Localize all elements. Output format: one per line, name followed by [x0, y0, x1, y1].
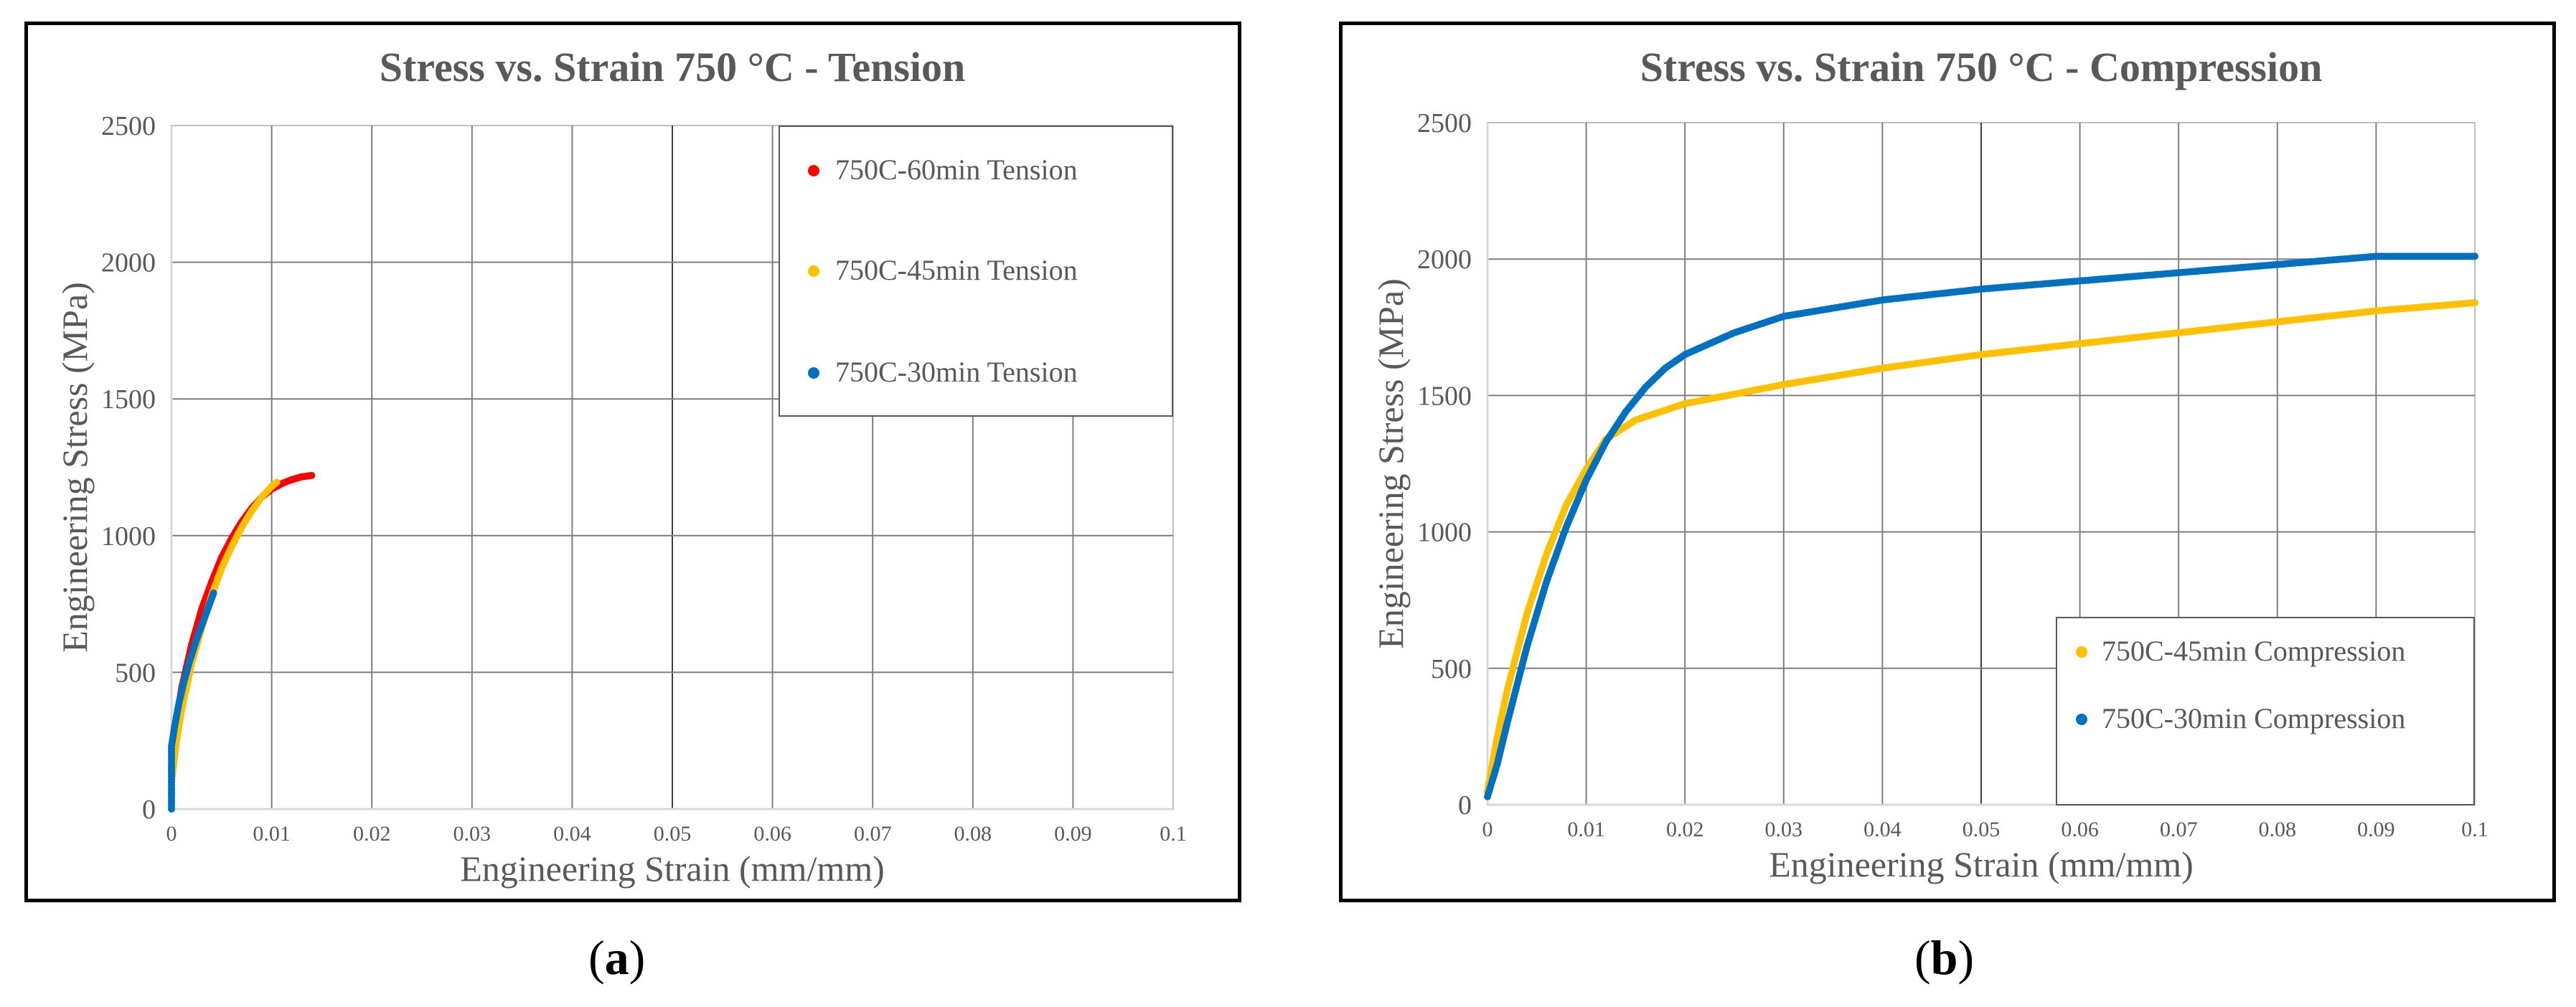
chartb-ylabel: Engineering Stress (MPa) [1371, 278, 1411, 649]
charta-ytick-label: 1500 [101, 384, 156, 415]
chartb-legend-label: 750C-45min Compression [2102, 635, 2405, 667]
charta-title: Stress vs. Strain 750 °C - Tension [380, 44, 966, 90]
caption-a-close: ) [629, 930, 646, 985]
charta-legend-label: 750C-45min Tension [835, 254, 1078, 286]
chartb-xtick-label: 0.06 [2061, 818, 2099, 841]
caption-a: (a) [588, 930, 645, 986]
caption-b-open: ( [1914, 930, 1931, 985]
charta-xtick-label: 0.1 [1160, 822, 1187, 846]
chartb-ytick-label: 2500 [1417, 108, 1472, 138]
chartb-ytick-label: 1000 [1417, 518, 1472, 548]
data-point [308, 471, 316, 479]
chartb-ytick-label: 2000 [1417, 245, 1472, 275]
chartb-xtick-label: 0.07 [2160, 818, 2198, 841]
charta-legend-box [779, 126, 1173, 417]
chartb-xtick-label: 0.09 [2357, 818, 2395, 841]
chartb-legend-box [2056, 617, 2475, 805]
charta-legend-marker [808, 165, 819, 176]
chartb-title: Stress vs. Strain 750 °C - Compression [1640, 44, 2323, 90]
chart-b: 0 500 1000 1500 2000 2500 0 0.01 0.02 0.03 0.04 0.0… [1371, 44, 2488, 884]
chartb-xtick-label: 0.1 [2461, 818, 2488, 841]
chartb-series-1 [1484, 252, 2478, 800]
chart-panel-b: 0 500 1000 1500 2000 2500 0 0.01 0.02 0.03 0.04 0.0… [1339, 22, 2556, 902]
chartb-ytick-label: 0 [1458, 790, 1472, 821]
charta-ytick-label: 2000 [101, 248, 156, 278]
chart-panel-a: 0 500 1000 1500 2000 2500 0 0.01 0.02 0.03 0.04 0.0… [24, 22, 1241, 902]
data-point [2471, 299, 2478, 307]
chartb-xtick-label: 0.01 [1567, 818, 1605, 841]
charta-ytick-label: 2500 [101, 111, 156, 141]
charta-legend-marker [808, 265, 819, 277]
charta-legend-label: 750C-60min Tension [835, 153, 1078, 186]
chartb-xtick-label: 0.05 [1962, 818, 2001, 841]
chartb-xtick-label: 0.04 [1863, 818, 1902, 841]
charta-series-2 [168, 589, 217, 813]
charta-ytick-label: 0 [142, 795, 156, 825]
charta-xtick-label: 0.06 [753, 822, 791, 846]
chartb-ytick-label: 1500 [1417, 381, 1472, 411]
charta-xtick-label: 0.04 [553, 822, 591, 846]
charta-xtick-label: 0.02 [353, 822, 391, 846]
charta-xtick-label: 0.01 [253, 822, 291, 846]
charta-xtick-label: 0.07 [854, 822, 892, 846]
charta-legend-marker [808, 367, 819, 379]
charta-ytick-label: 500 [115, 658, 156, 688]
data-point [2471, 252, 2478, 260]
chartb-xtick-label: 0.08 [2259, 818, 2297, 841]
chartb-xlabel: Engineering Strain (mm/mm) [1769, 844, 2194, 884]
charta-xtick-label: 0.03 [453, 822, 492, 846]
charta-ylabel: Engineering Stress (MPa) [55, 282, 95, 653]
chartb-ytick-label: 500 [1431, 654, 1472, 684]
charta-xtick-label: 0.05 [654, 822, 692, 846]
caption-a-open: ( [588, 930, 605, 985]
chart-a: 0 500 1000 1500 2000 2500 0 0.01 0.02 0.03 0.04 0.0… [55, 44, 1187, 889]
data-point [210, 589, 217, 597]
chartb-xtick-label: 0.03 [1765, 818, 1803, 841]
caption-b-close: ) [1957, 930, 1975, 985]
caption-a-letter: a [604, 930, 629, 985]
charta-xtick-label: 0.08 [954, 822, 992, 846]
charta-xlabel: Engineering Strain (mm/mm) [460, 848, 885, 889]
chartb-legend-label: 750C-30min Compression [2102, 702, 2405, 734]
chartb-xtick-label: 0.02 [1666, 818, 1704, 841]
caption-b: (b) [1914, 930, 1974, 986]
caption-b-letter: b [1930, 930, 1958, 985]
chartb-legend-marker [2076, 714, 2087, 725]
charta-xtick-label: 0.09 [1054, 822, 1092, 846]
charta-legend-label: 750C-30min Tension [835, 356, 1078, 388]
chartb-legend-marker [2076, 646, 2087, 658]
charta-xtick-label: 0 [166, 822, 177, 846]
charta-ytick-label: 1000 [101, 521, 156, 552]
chartb-xtick-label: 0 [1482, 818, 1493, 841]
data-point [273, 478, 281, 486]
